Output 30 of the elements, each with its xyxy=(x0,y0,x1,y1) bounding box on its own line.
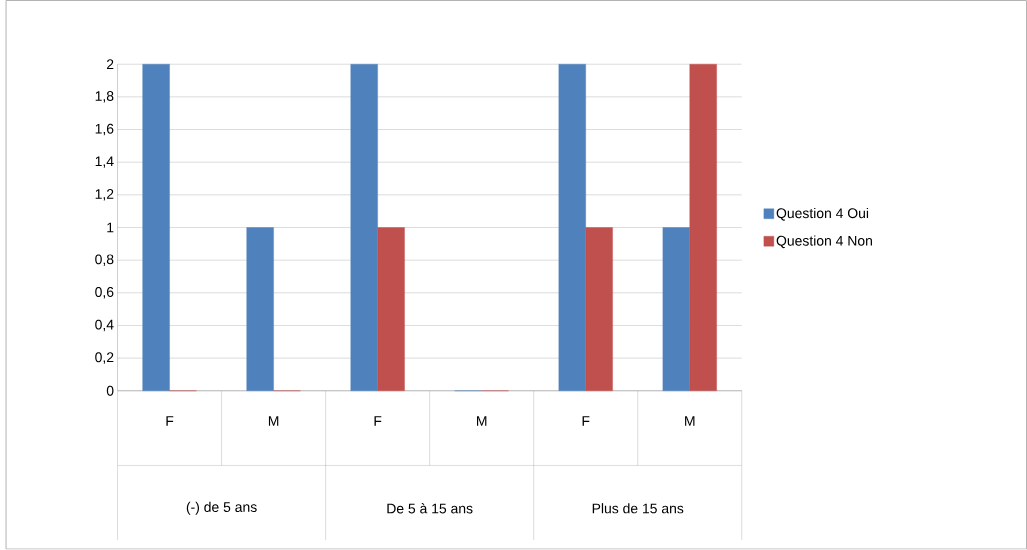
y-tick-label: 0,2 xyxy=(95,352,114,365)
x-tick-label: F xyxy=(166,416,174,426)
y-tick-label: 0,6 xyxy=(95,287,114,299)
y-tick-label: 1,6 xyxy=(95,123,114,136)
y-tick-label: 1 xyxy=(107,222,114,233)
x-tick-label: M xyxy=(685,416,695,426)
y-tick-label: 1,2 xyxy=(95,189,114,201)
y-tick-label: 1,8 xyxy=(95,91,114,103)
legend-label: Question 4 Non xyxy=(776,235,872,249)
legend-label: Question 4 Oui xyxy=(776,208,869,221)
bar xyxy=(246,227,274,392)
y-tick-label: 2 xyxy=(106,59,114,70)
bar xyxy=(689,64,717,392)
y-tick-label: 0,8 xyxy=(95,254,114,267)
bar xyxy=(350,64,378,392)
bar xyxy=(585,227,613,392)
bar xyxy=(558,64,586,392)
x-tick-label: F xyxy=(582,416,590,426)
y-tick-label: 0,4 xyxy=(95,319,114,332)
y-tick-label: 1,4 xyxy=(95,156,114,169)
text: (-) de 5 ans xyxy=(186,501,257,515)
bar xyxy=(662,227,690,392)
x-tick-label: F xyxy=(374,416,382,426)
text: Plus de 15 ans xyxy=(592,503,684,514)
bar xyxy=(377,227,405,392)
bar xyxy=(142,64,170,392)
text: De 5 à 15 ans xyxy=(387,503,473,514)
x-tick-label: M xyxy=(268,416,279,426)
y-tick-label: 0 xyxy=(106,386,114,396)
x-tick-label: M xyxy=(477,416,487,426)
